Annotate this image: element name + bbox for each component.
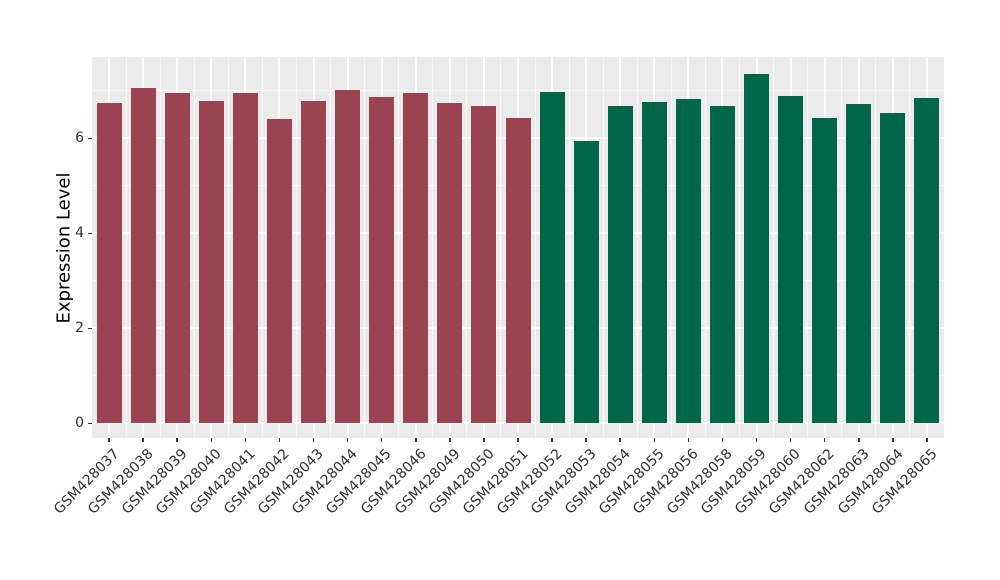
x-axis-tick — [926, 438, 928, 442]
y-axis-tick-label: 4 — [75, 225, 84, 242]
minor-gridline-vertical — [500, 57, 502, 438]
bar-GSM428049 — [437, 103, 463, 424]
minor-gridline-vertical — [227, 57, 229, 438]
minor-gridline-vertical — [534, 57, 536, 438]
bar-GSM428039 — [164, 93, 190, 424]
bar-GSM428053 — [573, 140, 599, 424]
bar-GSM428042 — [266, 119, 292, 424]
bar-GSM428050 — [471, 106, 497, 424]
minor-gridline-vertical — [739, 57, 741, 438]
minor-gridline-vertical — [773, 57, 775, 438]
minor-gridline-vertical — [807, 57, 809, 438]
x-axis-tick — [823, 438, 826, 442]
y-axis-tick-label: 6 — [75, 130, 84, 147]
x-axis-tick — [380, 438, 383, 442]
x-axis-tick — [721, 438, 724, 442]
y-axis-tick-label: 0 — [75, 415, 84, 432]
minor-gridline-vertical — [466, 57, 468, 438]
bar-GSM428062 — [812, 117, 838, 424]
x-axis-tick — [108, 438, 110, 442]
x-axis-tick — [789, 438, 792, 442]
minor-gridline-vertical — [193, 57, 195, 438]
plot-panel — [92, 57, 944, 438]
x-axis-tick — [346, 438, 349, 442]
minor-gridline-vertical — [602, 57, 604, 438]
bar-GSM428038 — [130, 87, 156, 424]
bar-GSM428046 — [403, 92, 429, 424]
minor-gridline-vertical — [159, 57, 161, 438]
minor-gridline-vertical — [841, 57, 843, 438]
y-axis-tick — [88, 137, 92, 140]
bar-GSM428063 — [846, 104, 872, 424]
x-axis-tick — [653, 438, 656, 442]
bar-GSM428052 — [539, 91, 565, 424]
x-axis-tick — [449, 438, 451, 442]
minor-gridline-vertical — [875, 57, 877, 438]
minor-gridline-vertical — [295, 57, 297, 438]
minor-gridline-vertical — [398, 57, 400, 438]
x-axis-tick — [619, 438, 621, 442]
y-axis-tick-label: 2 — [75, 320, 84, 337]
bar-GSM428043 — [301, 101, 327, 424]
x-axis-tick — [858, 438, 860, 442]
x-axis-tick — [210, 438, 213, 442]
bar-GSM428060 — [778, 95, 804, 424]
y-axis-title: Expression Level — [53, 172, 75, 324]
x-axis-tick — [142, 438, 144, 442]
y-axis-tick — [88, 232, 92, 235]
bar-GSM428045 — [369, 96, 395, 424]
x-axis-tick — [415, 438, 417, 442]
minor-gridline-vertical — [125, 57, 127, 438]
minor-gridline-vertical — [364, 57, 366, 438]
x-axis-tick — [244, 438, 247, 442]
minor-gridline-vertical — [568, 57, 570, 438]
x-axis-tick — [176, 438, 178, 442]
bar-GSM428058 — [709, 106, 735, 424]
bar-GSM428055 — [641, 101, 667, 424]
x-axis-tick — [517, 438, 519, 442]
bar-GSM428056 — [675, 98, 701, 424]
bar-GSM428054 — [607, 106, 633, 424]
x-axis-tick — [687, 438, 690, 442]
y-axis-tick — [88, 327, 92, 330]
bar-GSM428065 — [914, 97, 940, 424]
minor-gridline-vertical — [670, 57, 672, 438]
minor-gridline-vertical — [330, 57, 332, 438]
x-axis-tick — [312, 438, 315, 442]
x-axis-tick — [278, 438, 281, 442]
bar-GSM428041 — [232, 93, 258, 424]
minor-gridline-vertical — [704, 57, 706, 438]
x-axis-tick — [755, 438, 758, 442]
x-axis-tick — [892, 438, 894, 442]
bar-GSM428064 — [880, 113, 906, 424]
minor-gridline-vertical — [636, 57, 638, 438]
bar-GSM428059 — [744, 73, 770, 424]
minor-gridline-vertical — [909, 57, 911, 438]
x-axis-tick — [551, 438, 553, 442]
minor-gridline-vertical — [432, 57, 434, 438]
bar-GSM428037 — [96, 102, 122, 424]
x-axis-tick — [585, 438, 587, 442]
y-axis-tick — [88, 422, 92, 425]
x-axis-tick — [483, 438, 485, 442]
minor-gridline-vertical — [261, 57, 263, 438]
bar-GSM428051 — [505, 117, 531, 424]
bar-GSM428044 — [335, 89, 361, 424]
bar-GSM428040 — [198, 101, 224, 424]
